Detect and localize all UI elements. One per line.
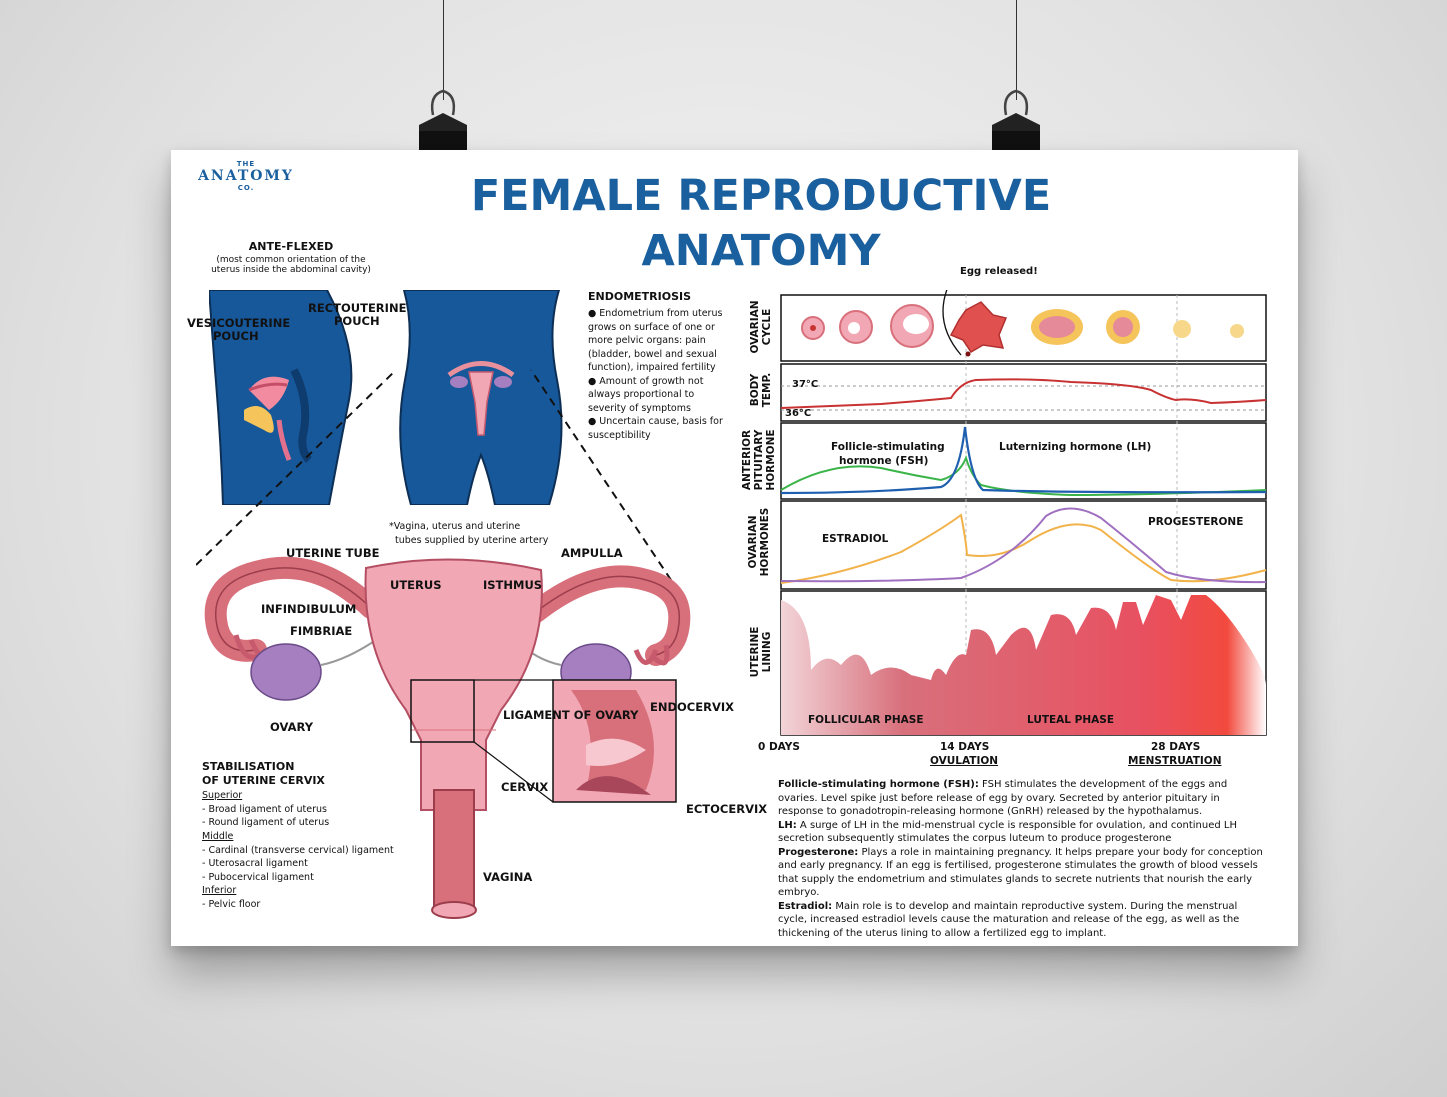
menstruation-label: MENSTRUATION <box>1128 755 1222 767</box>
temp-36-label: 36°C <box>785 408 812 419</box>
endometriosis-line: severity of symptoms <box>588 402 691 414</box>
middle-item: - Uterosacral ligament <box>202 858 308 870</box>
logo-bottom-text: CO. <box>237 184 255 192</box>
superior-heading: Superior <box>202 790 243 802</box>
vagina-label: VAGINA <box>483 870 533 884</box>
uterine-tube-label: UTERINE TUBE <box>286 546 380 560</box>
infindibulum-label: INFINDIBULUM <box>261 602 357 616</box>
endometriosis-section: ENDOMETRIOSIS ● Endometrium from uterus … <box>588 290 748 442</box>
lh-label: Luternizing hormone (LH) <box>999 441 1152 453</box>
middle-item: - Cardinal (transverse cervical) ligamen… <box>202 844 394 856</box>
progesterone-definition: Progesterone: Plays a role in maintainin… <box>778 846 1263 899</box>
stabilisation-heading-2: OF UTERINE CERVIX <box>202 773 325 787</box>
rectouterine-label-2: POUCH <box>334 314 380 328</box>
fsh-definition: Follicle-stimulating hormone (FSH): FSH … <box>778 779 1228 817</box>
hanging-wire-right <box>1016 0 1017 100</box>
progesterone-label: PROGESTERONE <box>1148 516 1244 528</box>
anterior-pituitary-label: ANTERIOR PITUITARY HORMONE <box>741 429 777 491</box>
stabilisation-heading-1: STABILISATION <box>202 760 295 773</box>
page-title-line2: ANATOMY <box>641 226 881 276</box>
uterine-lining-shape <box>781 595 1266 735</box>
anteflexed-sub1: (most common orientation of the <box>216 255 366 265</box>
vesicouterine-label-1: VESICOUTERINE <box>187 316 291 330</box>
anteflexed-heading: ANTE-FLEXED <box>248 240 334 253</box>
ovarian-cycle-label: OVARIAN CYCLE <box>749 300 773 354</box>
middle-item: - Pubocervical ligament <box>202 871 314 883</box>
follicular-phase-label: FOLLICULAR PHASE <box>808 714 924 726</box>
endometriosis-line: (bladder, bowel and sexual <box>588 348 717 360</box>
artery-note-1: *Vagina, uterus and uterine <box>389 521 521 532</box>
fsh-line <box>780 454 1267 497</box>
fsh-label-2: hormone (FSH) <box>839 455 929 467</box>
egg-released-label: Egg released! <box>960 266 1038 277</box>
inferior-item: - Pelvic floor <box>202 898 261 910</box>
superior-item: - Round ligament of uterus <box>202 817 330 829</box>
ampulla-label: AMPULLA <box>561 546 623 560</box>
endometriosis-line: grows on surface of one or <box>588 321 715 333</box>
uterus-label: UTERUS <box>390 578 442 592</box>
day-0-label: 0 DAYS <box>758 741 800 753</box>
endometriosis-line: ● Uncertain cause, basis for <box>588 416 723 427</box>
sagittal-pelvis-illustration <box>209 290 353 505</box>
fsh-label-1: Follicle-stimulating <box>831 441 945 453</box>
artery-note-2: tubes supplied by uterine artery <box>395 535 549 546</box>
fimbriae-label: FIMBRIAE <box>290 624 353 638</box>
superior-item: - Broad ligament of uterus <box>202 803 327 815</box>
stabilisation-section: STABILISATION OF UTERINE CERVIX Superior… <box>202 760 412 912</box>
hanging-wire-left <box>443 0 444 100</box>
isthmus-label: ISTHMUS <box>483 578 543 592</box>
endometriosis-heading: ENDOMETRIOSIS <box>588 290 692 303</box>
anteflexed-sub2: uterus inside the abdominal cavity) <box>211 265 371 275</box>
luteal-phase-label: LUTEAL PHASE <box>1027 714 1114 726</box>
estradiol-definition: Estradiol: Main role is to develop and m… <box>778 900 1240 939</box>
ectocervix-label: ECTOCERVIX <box>686 802 768 816</box>
logo-name-text: ANATOMY <box>198 168 294 184</box>
estradiol-line <box>780 513 1267 584</box>
middle-heading: Middle <box>202 830 234 842</box>
poster: THE ANATOMY CO. FEMALE REPRODUCTIVE ANAT… <box>171 150 1298 946</box>
uterine-lining-label: UTERINE LINING <box>749 626 773 678</box>
endometriosis-line: susceptibility <box>588 429 651 441</box>
estradiol-label: ESTRADIOL <box>822 533 889 545</box>
binder-clip-right-icon <box>992 89 1040 153</box>
endometriosis-line: more pelvic organs: pain <box>588 335 706 346</box>
day-28-label: 28 DAYS <box>1151 741 1201 753</box>
frontal-pelvis-illustration <box>399 290 563 505</box>
anteflexed-caption: ANTE-FLEXED (most common orientation of … <box>211 240 371 275</box>
endometriosis-line: ● Amount of growth not <box>588 375 704 387</box>
uterus-anatomy-illustration <box>196 369 691 919</box>
page-title-line1: FEMALE REPRODUCTIVE <box>470 171 1052 221</box>
endocervix-label: ENDOCERVIX <box>650 700 734 714</box>
menstrual-cycle-chart <box>780 290 1267 736</box>
logo-top-text: THE <box>236 160 256 168</box>
ligament-label: LIGAMENT OF OVARY <box>503 708 639 722</box>
temp-37-label: 37°C <box>792 379 819 390</box>
ovarian-hormones-label: OVARIAN HORMONES <box>747 507 771 577</box>
day-14-label: 14 DAYS <box>940 741 990 753</box>
rectouterine-label-1: RECTOUTERINE <box>308 301 407 315</box>
body-temp-line <box>780 378 1267 409</box>
endometriosis-line: function), impaired fertility <box>588 362 716 373</box>
binder-clip-left-icon <box>419 89 467 153</box>
ovary-label: OVARY <box>270 720 314 734</box>
cervix-label: CERVIX <box>501 780 549 794</box>
lh-definition: LH: A surge of LH in the mid-menstrual c… <box>778 819 1237 845</box>
anatomy-co-logo: THE ANATOMY CO. <box>191 160 301 192</box>
lh-line <box>780 426 1267 495</box>
inferior-heading: Inferior <box>202 885 237 897</box>
vesicouterine-label-2: POUCH <box>213 329 259 343</box>
hormone-definitions: Follicle-stimulating hormone (FSH): FSH … <box>778 778 1266 940</box>
ovulation-label: OVULATION <box>930 755 999 767</box>
progesterone-line <box>780 507 1267 584</box>
endometriosis-line: always proportional to <box>588 389 695 400</box>
body-temp-label: BODY TEMP. <box>749 372 773 408</box>
endometriosis-line: ● Endometrium from uterus <box>588 308 723 319</box>
